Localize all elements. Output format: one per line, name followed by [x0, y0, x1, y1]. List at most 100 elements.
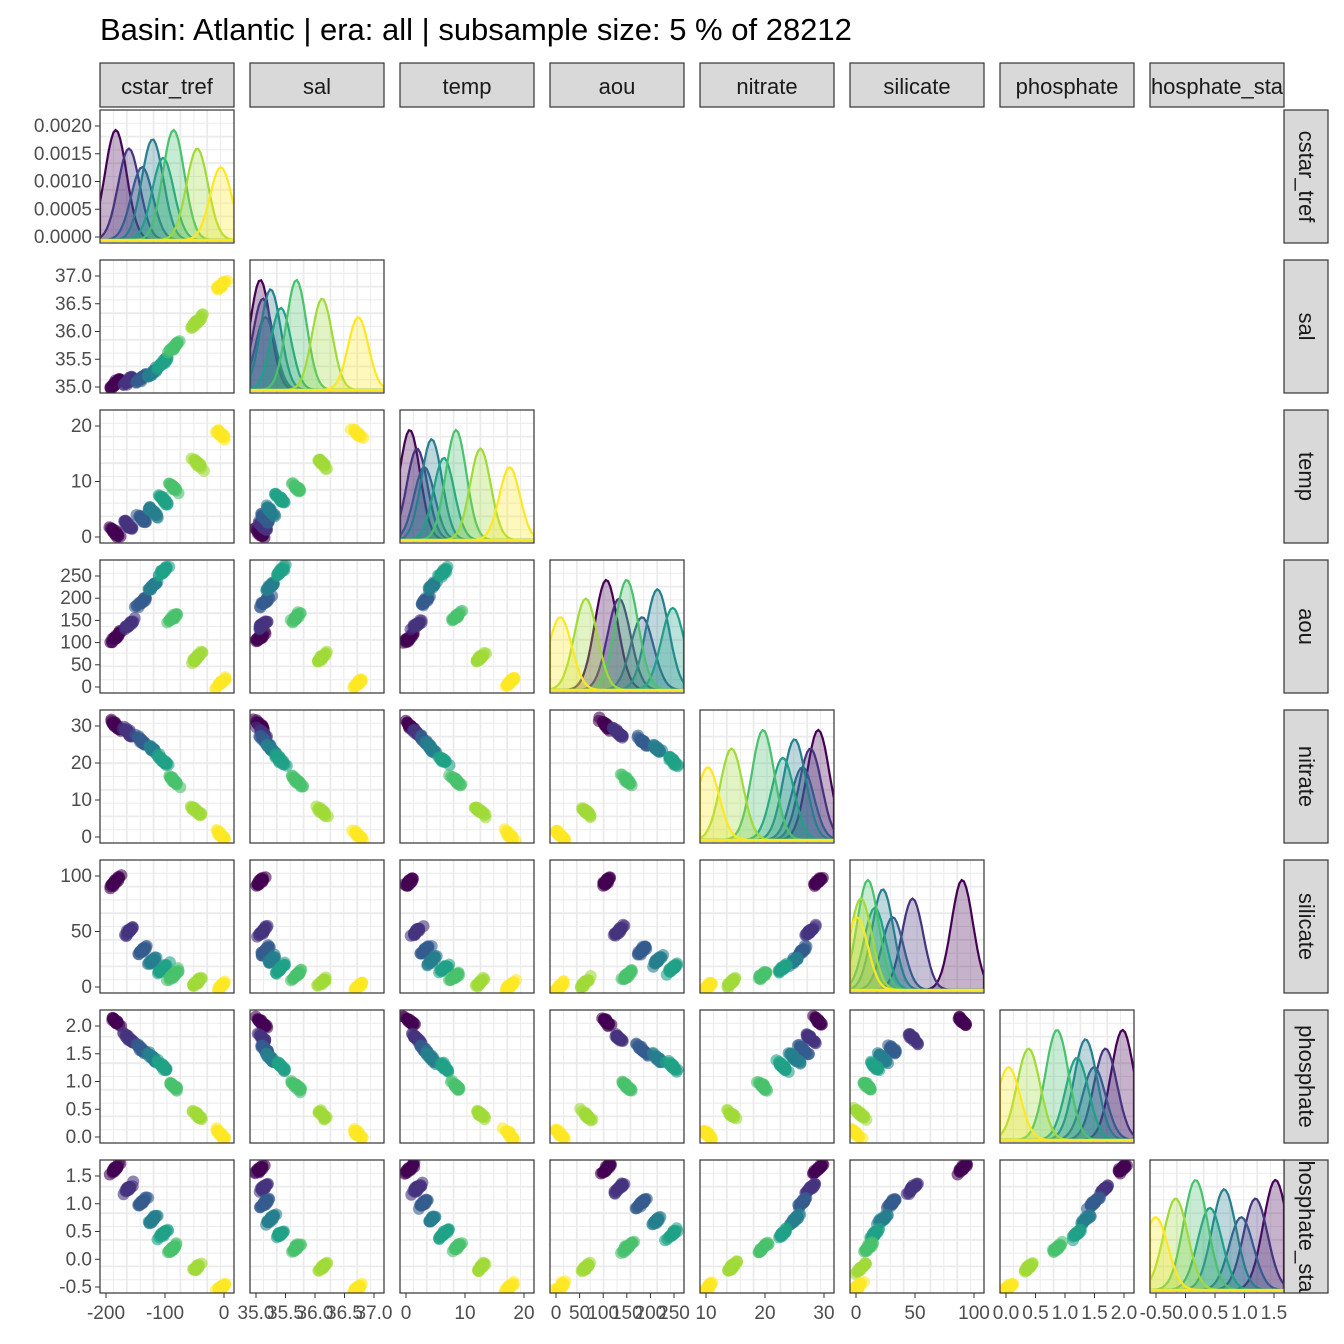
panel-marks: [550, 578, 684, 692]
data-point: [429, 951, 442, 964]
strip-right-label: temp: [1294, 452, 1319, 501]
strip-right-label: hosphate_sta: [1294, 1160, 1319, 1293]
data-point: [814, 872, 827, 885]
data-point: [213, 981, 226, 993]
data-point: [155, 565, 168, 578]
strip-top-box: [99, 62, 235, 108]
strip-right-box: [1283, 259, 1329, 394]
panel-phosphate-vs-cstar_tref: [99, 1009, 235, 1144]
data-point: [191, 459, 204, 472]
data-point: [313, 453, 326, 466]
strip-top-label: cstar_tref: [121, 74, 214, 99]
data-point: [956, 1014, 969, 1027]
data-point: [315, 803, 328, 816]
panel-marks: [700, 728, 834, 842]
panel-marks: [100, 128, 234, 242]
panel-border: [399, 709, 535, 844]
data-point: [453, 1081, 466, 1094]
data-point: [502, 828, 515, 840]
panel-marks: [250, 713, 370, 843]
panel-phosphate-vs-aou: [549, 1009, 685, 1144]
panel-marks: [250, 278, 384, 392]
data-point: [605, 1018, 618, 1031]
strip-top-label: aou: [599, 74, 636, 99]
data-point: [501, 678, 514, 691]
panel-marks: [105, 713, 231, 843]
panel-border: [699, 1009, 835, 1144]
data-point: [581, 1110, 594, 1123]
panel-border: [99, 559, 235, 694]
data-point: [451, 776, 464, 789]
data-point: [503, 1128, 516, 1141]
data-point: [435, 963, 448, 976]
strip-right-phosphate: phosphate: [1283, 1009, 1329, 1144]
panel-border: [99, 709, 235, 844]
strip-top-sal: sal: [249, 62, 385, 108]
data-point: [423, 583, 436, 595]
data-point: [577, 978, 589, 991]
data-point: [170, 778, 183, 791]
panel-border: [549, 1009, 685, 1144]
strip-top-box: [849, 62, 985, 108]
data-point: [213, 279, 226, 292]
density-curve: [100, 165, 234, 242]
data-point: [723, 1107, 736, 1120]
panel-cstar_tref-vs-cstar_tref: [99, 109, 235, 244]
panel-border: [99, 859, 235, 994]
panel-silicate-vs-temp: [399, 859, 535, 994]
data-point: [213, 825, 226, 838]
panel-silicate-vs-cstar_tref: [99, 859, 235, 994]
strip-right-sal: sal: [1283, 259, 1329, 394]
data-point: [151, 1053, 164, 1066]
panel-sal-vs-cstar_tref: [99, 259, 235, 394]
strip-top-label: sal: [303, 74, 331, 99]
strip-top-box: [249, 62, 385, 108]
data-point: [143, 501, 156, 513]
data-point: [474, 976, 487, 989]
data-point: [802, 925, 815, 938]
data-point: [473, 805, 486, 818]
panel-border: [549, 859, 685, 994]
data-point: [313, 653, 326, 666]
panel-nitrate-vs-sal: [249, 709, 385, 844]
strip-right-box: [1283, 709, 1329, 844]
data-point: [775, 961, 788, 974]
data-point: [184, 800, 197, 813]
data-point: [703, 980, 716, 993]
data-point: [289, 1079, 302, 1092]
data-point: [610, 1032, 623, 1044]
panel-border: [249, 709, 385, 844]
panel-border: [249, 859, 385, 994]
data-point: [121, 620, 134, 633]
data-point: [666, 1060, 679, 1073]
strip-right-box: [1283, 559, 1329, 694]
strip-right-box: [1283, 409, 1329, 544]
data-point: [124, 924, 137, 937]
panel-marks: [250, 871, 369, 993]
data-point: [786, 1050, 798, 1063]
panel-border: [99, 259, 235, 394]
strip-right-cstar_tref: cstar_tref: [1283, 109, 1329, 244]
strip-right-phosphate_star: hosphate_sta: [1283, 1159, 1329, 1294]
strip-right-nitrate: nitrate: [1283, 709, 1329, 844]
data-point: [600, 877, 613, 890]
data-point: [434, 753, 447, 766]
data-point: [813, 1016, 826, 1029]
strip-right-silicate: silicate: [1283, 859, 1329, 994]
strip-right-box: [1283, 109, 1329, 244]
panel-border: [249, 409, 385, 544]
panel-nitrate-vs-temp: [399, 709, 535, 844]
data-point: [215, 675, 228, 688]
strip-top-cstar_tref: cstar_tref: [99, 62, 235, 108]
data-point: [581, 805, 594, 817]
panel-temp-vs-sal: [249, 409, 385, 544]
panel-nitrate-vs-aou: [549, 709, 685, 844]
panel-temp-vs-cstar_tref: [99, 409, 235, 544]
data-point: [452, 967, 465, 980]
density-curve: [850, 915, 984, 992]
data-point: [286, 769, 299, 782]
data-point: [652, 954, 665, 967]
panels: cstar_tref sal temp aou nitrate silicate phosp…: [34, 62, 1329, 1324]
data-point: [624, 1083, 637, 1096]
data-point: [551, 1125, 564, 1138]
